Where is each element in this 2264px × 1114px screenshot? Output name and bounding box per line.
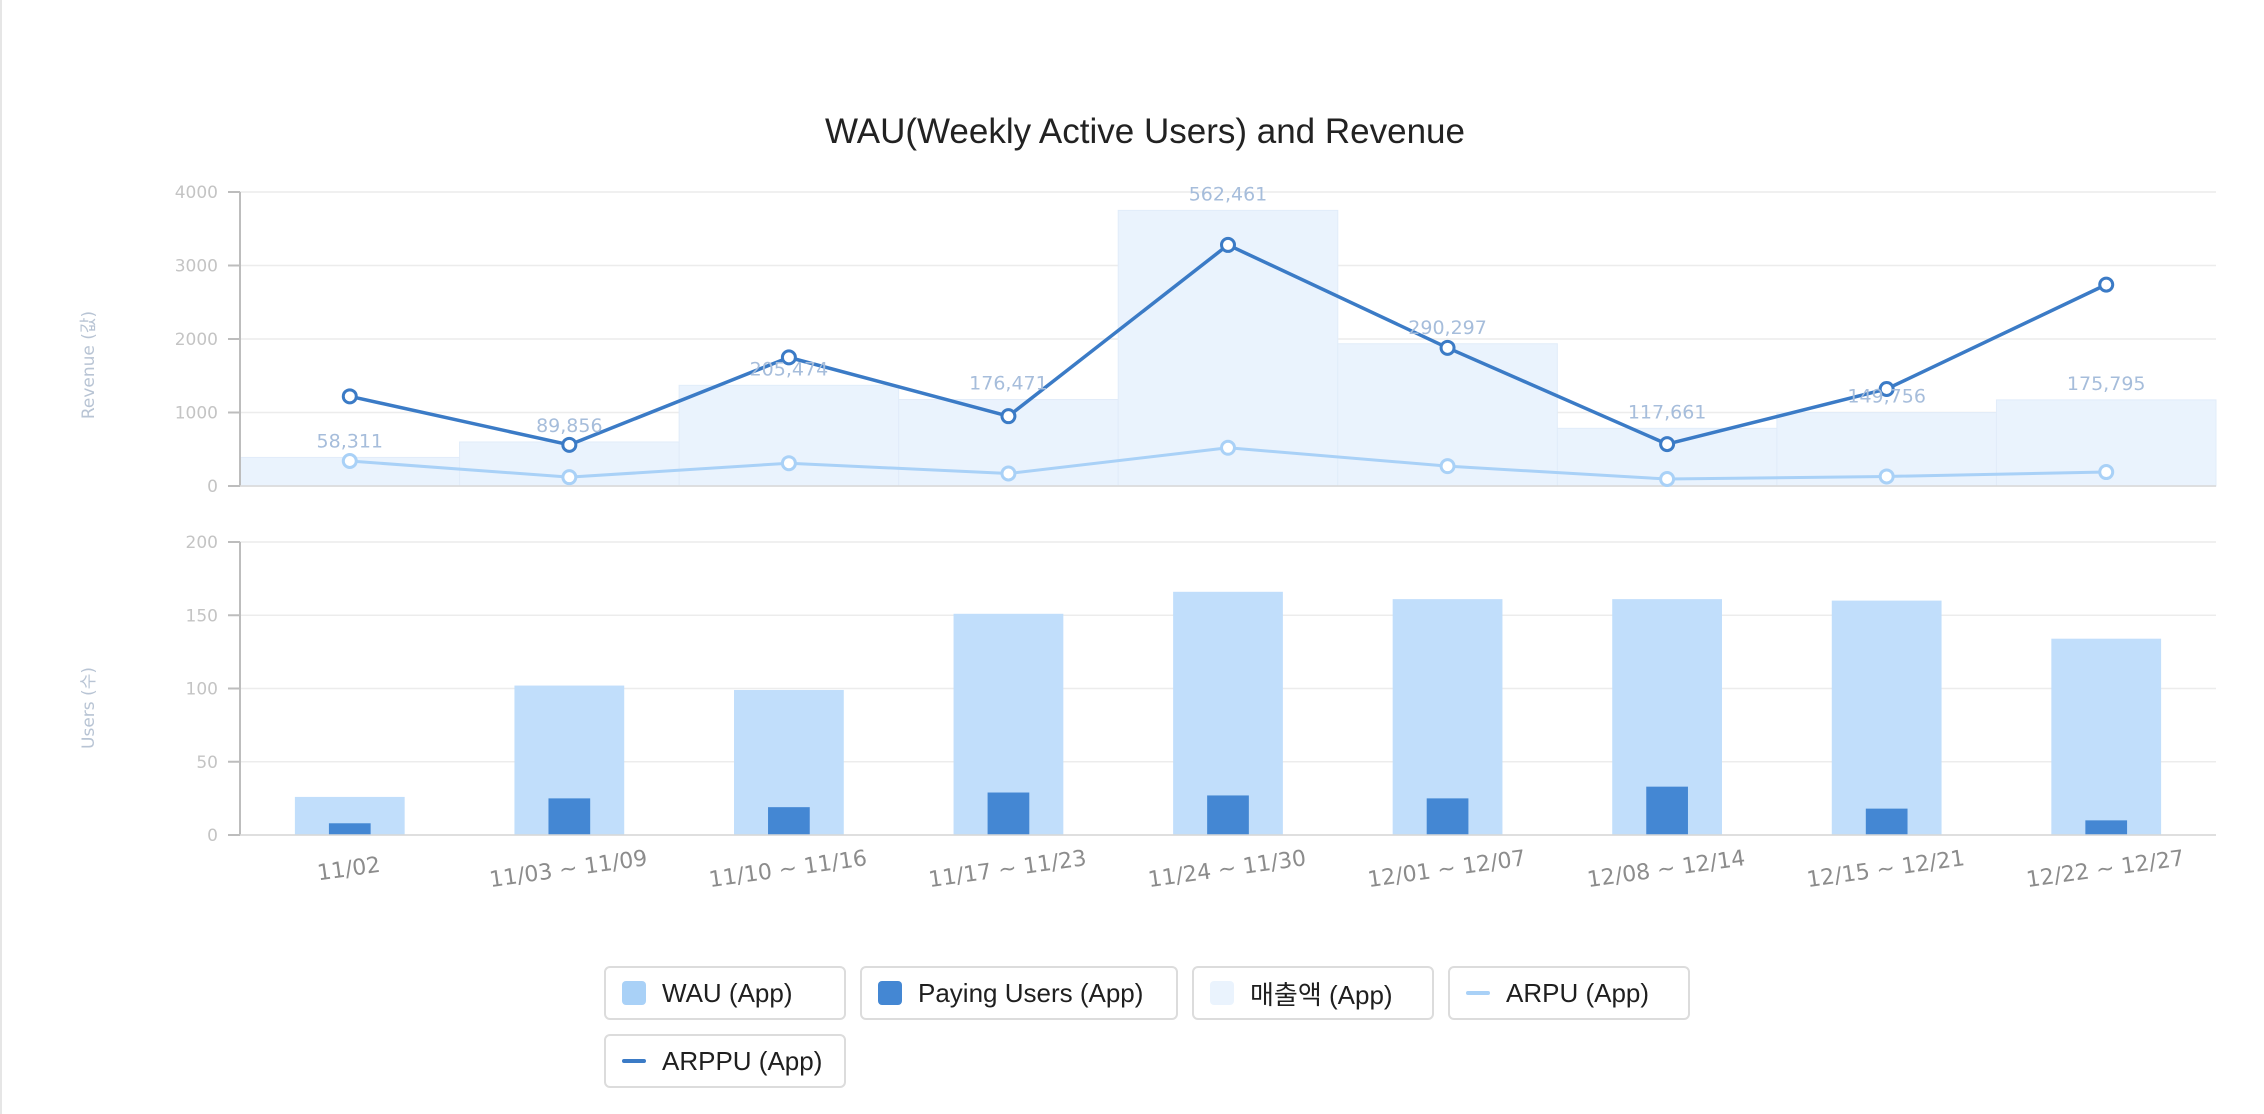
paying-users-bar	[1865, 808, 1908, 835]
wau-bar	[1173, 591, 1283, 835]
x-tick-label: 12/22 ~ 12/27	[2025, 846, 2186, 893]
arpu-point	[1000, 465, 1017, 482]
arpu-point	[1659, 471, 1676, 488]
arpu-line-series	[341, 439, 2115, 488]
revenue-data-label: 175,795	[2067, 373, 2146, 395]
revenue-y-tick-label: 4000	[175, 183, 218, 203]
legend-label-wau: WAU (App)	[662, 977, 793, 1008]
paying-users-bar	[987, 792, 1030, 835]
page-left-border	[0, 0, 2, 1114]
arpu-point	[1439, 458, 1456, 475]
arppu-point	[1439, 339, 1456, 356]
arpu-point	[341, 453, 358, 470]
legend-swatch-wau	[622, 981, 646, 1005]
users-y-tick-label: 100	[186, 680, 218, 700]
legend-label-arpu: ARPU (App)	[1506, 977, 1650, 1008]
legend-item-revenue[interactable]: 매출액 (App)	[1192, 966, 1434, 1020]
revenue-data-label: 290,297	[1408, 317, 1487, 339]
revenue-y-tick-label: 1000	[175, 404, 218, 424]
paying-users-bar	[328, 823, 371, 835]
arpu-point	[2098, 464, 2115, 481]
revenue-data-labels: 58,311 89,856 205,474 176,471 562,461 290,297…	[317, 183, 2146, 452]
y-axis-title-revenue: Revenue (값)	[79, 311, 99, 419]
users-y-tick-label: 50	[196, 753, 218, 773]
revenue-y-tick-label: 3000	[175, 257, 218, 277]
x-tick-label: 11/24 ~ 11/30	[1147, 846, 1308, 893]
revenue-data-label: 176,471	[969, 373, 1048, 395]
paying-users-bar	[548, 798, 591, 835]
arppu-point	[1220, 236, 1236, 253]
wau-bar	[1392, 599, 1503, 835]
users-y-tick-label: 150	[186, 606, 218, 626]
revenue-y-tick-label: 2000	[175, 330, 218, 350]
legend-label-revenue: 매출액 (App)	[1250, 979, 1393, 1010]
x-tick-label: 11/02	[316, 853, 382, 887]
x-tick-label: 12/15 ~ 12/21	[1805, 846, 1966, 893]
arppu-point	[561, 436, 578, 453]
x-tick-label: 11/17 ~ 11/23	[927, 846, 1088, 893]
revenue-data-label: 89,856	[536, 415, 602, 437]
x-axis-tick-labels: 11/02 11/03 ~ 11/09 11/10 ~ 11/16 11/17 ~ 1…	[316, 846, 2186, 893]
arpu-point	[561, 469, 578, 486]
paying-users-bar	[768, 807, 810, 835]
arppu-point	[780, 349, 797, 366]
paying-users-bar	[1426, 798, 1469, 835]
users-y-tick-label: 0	[207, 826, 218, 846]
revenue-y-tick-label: 0	[207, 477, 218, 497]
wau-bar	[2051, 638, 2162, 835]
arpu-point	[1220, 439, 1236, 456]
legend-swatch-paying-users	[878, 981, 902, 1005]
arppu-point	[1000, 408, 1017, 425]
legend-swatch-revenue	[1210, 981, 1234, 1005]
legend-item-wau[interactable]: WAU (App)	[604, 966, 846, 1020]
combo-chart: WAU(Weekly Active Users) and Revenue Rev…	[79, 112, 2217, 893]
revenue-data-label: 58,311	[317, 430, 383, 452]
y-axis-title-users: Users (수)	[79, 667, 99, 749]
paying-users-bar	[1207, 795, 1249, 835]
x-tick-label: 12/01 ~ 12/07	[1366, 846, 1527, 893]
legend-label-arppu: ARPPU (App)	[662, 1045, 823, 1076]
wau-bar	[1831, 600, 1942, 835]
arppu-point	[341, 388, 358, 405]
arppu-point	[1659, 436, 1676, 453]
x-tick-label: 12/08 ~ 12/14	[1586, 846, 1747, 893]
legend-label-paying-users: Paying Users (App)	[918, 977, 1144, 1008]
arppu-point	[1878, 380, 1895, 397]
arppu-point	[2098, 276, 2115, 293]
legend-swatch-arpu	[1466, 991, 1490, 995]
x-tick-label: 11/03 ~ 11/09	[488, 846, 649, 893]
x-tick-label: 11/10 ~ 11/16	[707, 846, 868, 893]
legend-item-paying-users[interactable]: Paying Users (App)	[860, 966, 1178, 1020]
revenue-data-label: 562,461	[1189, 183, 1268, 205]
users-y-tick-label: 200	[186, 533, 218, 553]
arppu-line-series	[341, 236, 2115, 453]
paying-users-bar	[2085, 820, 2128, 835]
users-bar-series	[294, 591, 2162, 835]
arpu-point	[780, 455, 797, 472]
arpu-point	[1878, 468, 1895, 485]
revenue-data-label: 149,756	[1847, 386, 1926, 408]
chart-legend: WAU (App) Paying Users (App) 매출액 (App) A…	[604, 966, 1704, 1088]
legend-item-arppu[interactable]: ARPPU (App)	[604, 1034, 846, 1088]
chart-title: WAU(Weekly Active Users) and Revenue	[825, 112, 1465, 151]
paying-users-bar	[1646, 786, 1688, 835]
revenue-data-label: 205,474	[750, 358, 829, 380]
revenue-panel-axis: 0 1000 2000 3000 4000	[175, 183, 2216, 497]
legend-swatch-arppu	[622, 1059, 646, 1063]
revenue-data-label: 117,661	[1628, 401, 1707, 423]
users-panel-axis: 0 50 100 150 200	[186, 533, 2216, 846]
legend-item-arpu[interactable]: ARPU (App)	[1448, 966, 1690, 1020]
